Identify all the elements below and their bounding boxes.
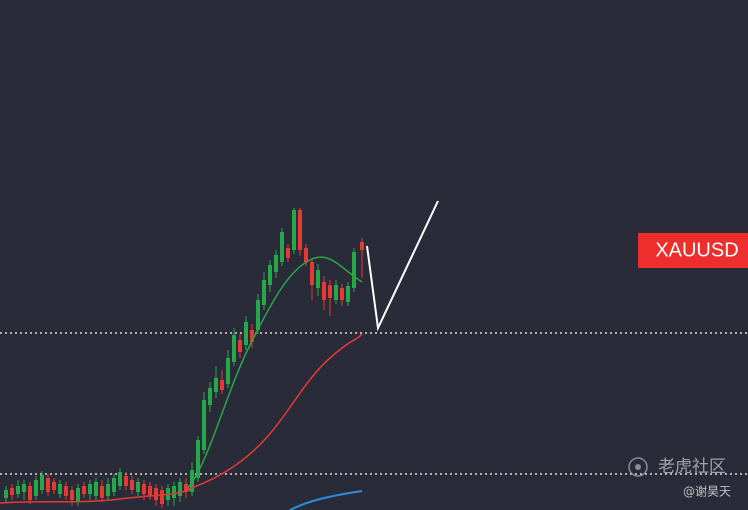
candle-bodies: [4, 210, 364, 504]
watermark-author: @谢昊天: [683, 484, 731, 499]
watermark: 老虎社区 @谢昊天: [628, 457, 731, 499]
watermark-brand: 老虎社区: [658, 457, 726, 477]
symbol-label-box: [638, 233, 748, 268]
moving-average-slow-left: [0, 489, 191, 504]
watermark-icon-dot: [635, 464, 641, 470]
watermark-icon: [628, 457, 648, 477]
moving-average-fast: [187, 256, 363, 489]
symbol-label: XAUUSD: [655, 239, 738, 261]
moving-average-long: [289, 490, 363, 510]
green-bodies: [4, 210, 356, 502]
projection-line: [366, 200, 439, 332]
moving-average-slow: [185, 333, 363, 491]
